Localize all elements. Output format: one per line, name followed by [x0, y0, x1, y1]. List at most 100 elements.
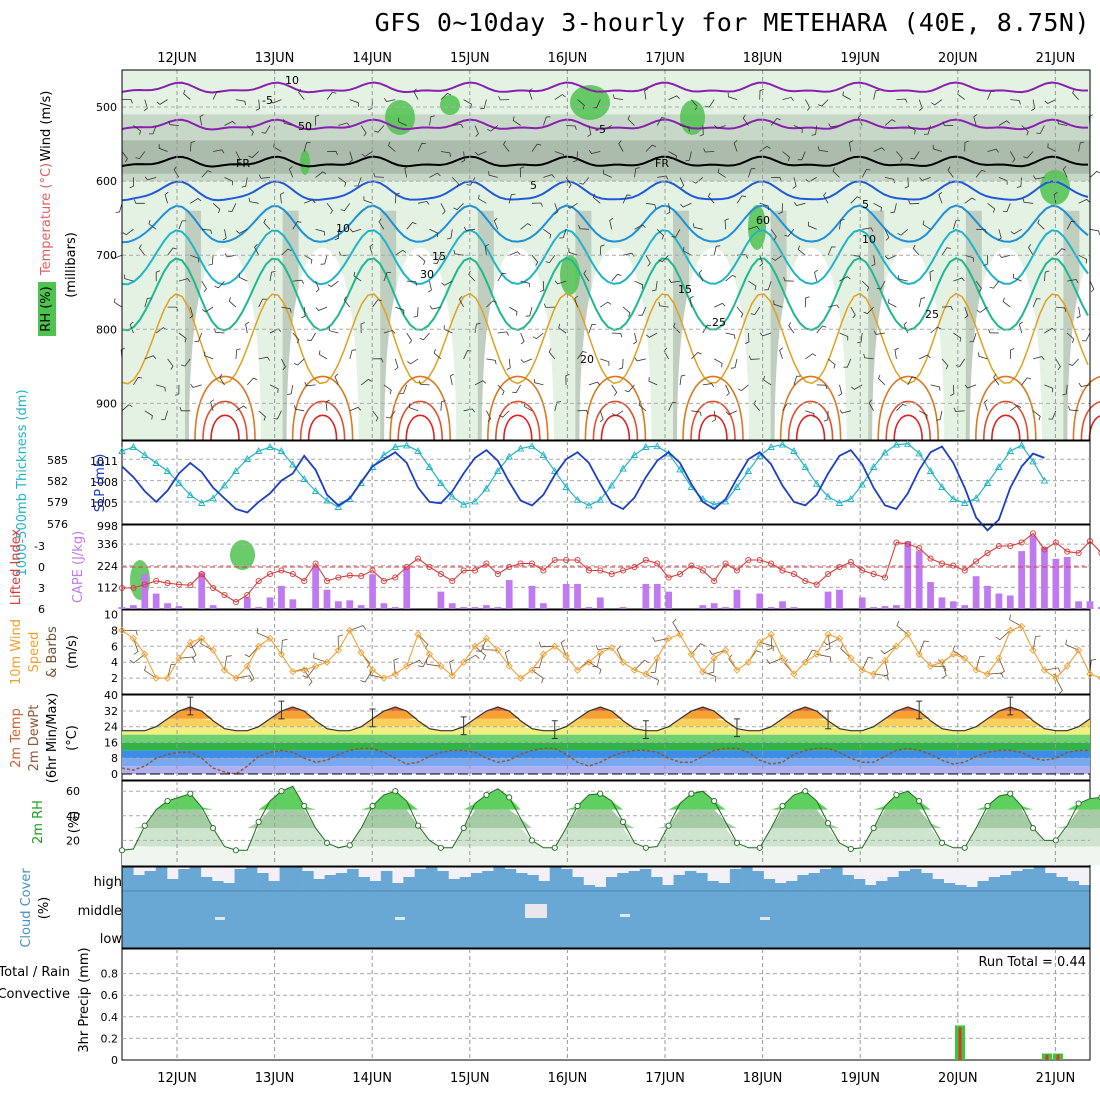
- li-point: [506, 563, 513, 571]
- wind-speed-point: [152, 674, 160, 682]
- high-cloud-bar: [741, 867, 753, 891]
- warm-isotherm: [975, 375, 1037, 441]
- li-point: [688, 562, 695, 569]
- wind-barb: [839, 409, 851, 414]
- rh-point: [392, 788, 399, 795]
- wind-barb: [508, 193, 516, 204]
- wind-barb: [894, 347, 899, 359]
- wind-barb: [554, 401, 562, 411]
- minmax-whisker: [916, 700, 923, 720]
- wind-barb: [1010, 228, 1022, 235]
- wind-barb: [987, 90, 995, 100]
- wind-barb: [318, 350, 328, 360]
- wind-barb: [509, 251, 521, 256]
- wind-barb: [793, 201, 806, 206]
- wind-speed-point: [448, 672, 456, 680]
- cape-bar: [972, 576, 980, 609]
- wind-barb: [298, 88, 305, 100]
- li-point: [563, 556, 570, 564]
- wind-barb: [782, 151, 790, 162]
- surface-wind-barb: [337, 634, 344, 651]
- surface-wind-barb: [709, 649, 726, 655]
- wind-speed-point: [972, 666, 980, 674]
- wind-speed-point: [539, 650, 548, 658]
- wind-barb: [885, 254, 897, 260]
- wind-barb: [896, 98, 908, 103]
- high-cloud-bar: [786, 881, 798, 891]
- wind-barb: [1055, 306, 1067, 313]
- surface-wind-barb: [588, 661, 602, 675]
- surface-wind-barb: [952, 645, 965, 659]
- thickness-point: [858, 480, 866, 488]
- cape-bar: [881, 606, 889, 609]
- wind-speed-point: [778, 654, 787, 662]
- wind-barb: [725, 384, 730, 397]
- wind-barb: [406, 280, 418, 286]
- date-label-top: 20JUN: [938, 51, 978, 66]
- li-point: [289, 570, 296, 578]
- contour-label: FR: [236, 157, 250, 170]
- wind-barb: [179, 406, 191, 412]
- high-cloud-bar: [234, 869, 247, 891]
- pressure-tick: 900: [96, 397, 117, 410]
- wind-barb: [189, 141, 196, 152]
- wind-barb: [832, 167, 840, 178]
- wind-barb: [134, 199, 145, 204]
- rh-point: [187, 790, 194, 797]
- wind-barb: [876, 280, 886, 290]
- wind-barb: [793, 125, 803, 134]
- wind-barb: [1076, 307, 1081, 319]
- wind-barb: [857, 332, 863, 344]
- wind-barb: [645, 332, 658, 338]
- li-point: [642, 556, 649, 564]
- wind-barb: [433, 255, 442, 264]
- wind-barb: [326, 203, 333, 215]
- wind-barb: [839, 332, 849, 341]
- rh-point: [1052, 837, 1059, 844]
- wind-barb: [611, 332, 623, 338]
- warm-isotherm: [307, 414, 338, 441]
- wind-barb: [574, 295, 579, 308]
- thickness-point: [402, 441, 411, 449]
- wind-barb: [235, 348, 241, 359]
- cape-bar: [642, 583, 650, 609]
- high-cloud-bar: [403, 877, 415, 891]
- wind-barb: [634, 357, 646, 362]
- isotherm-freezing: [121, 155, 1088, 168]
- wind-barb: [648, 377, 658, 386]
- wind-barb: [1022, 198, 1034, 204]
- wind-barb: [168, 120, 179, 126]
- li-point: [950, 562, 957, 569]
- cape-bar: [483, 605, 490, 609]
- wind-barb: [588, 381, 601, 386]
- dry-cell: [872, 247, 945, 440]
- wind-barb: [1067, 279, 1079, 284]
- rh-point: [118, 847, 126, 854]
- thickness-point: [528, 442, 536, 450]
- wind-barb: [671, 229, 681, 238]
- wind-barb: [658, 301, 669, 308]
- wind-barb: [679, 125, 690, 132]
- wind-barb: [764, 280, 772, 291]
- li-tick: 3: [38, 582, 45, 595]
- rh-green-patch: [1040, 170, 1070, 205]
- wind-barb: [248, 197, 259, 204]
- li-point: [870, 570, 877, 578]
- minmax-whisker: [733, 718, 740, 738]
- thickness-point: [881, 448, 889, 456]
- wind-barb: [898, 275, 908, 282]
- rh-point: [164, 797, 171, 805]
- wind-barb: [373, 172, 384, 178]
- date-label-bottom: 16JUN: [548, 1071, 588, 1086]
- wind-barb: [261, 125, 271, 134]
- li-point: [620, 567, 627, 574]
- li-point: [916, 545, 923, 552]
- wind-barb: [748, 168, 756, 178]
- li-point: [1018, 539, 1025, 546]
- li-point: [1052, 539, 1059, 546]
- wind-barb: [269, 384, 279, 393]
- wind-barb: [823, 192, 829, 204]
- wind-barb: [817, 146, 829, 152]
- rh-point: [551, 844, 558, 851]
- wind-barb: [1036, 125, 1045, 134]
